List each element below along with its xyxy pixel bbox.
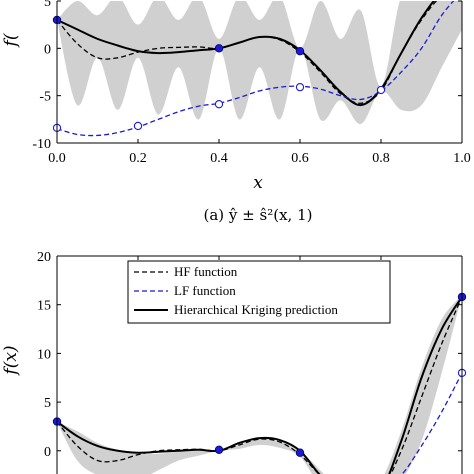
top-caption: (a) ŷ ± ŝ²(x, 1) [204,206,313,224]
top-hf-sample-point-1 [214,44,224,53]
bot-series-line-2 [57,296,462,474]
bot-y-tick-label-1: 5 [44,396,51,411]
legend-label-hk: Hierarchical Kriging prediction [174,302,338,317]
top-x-tick-label-5: 1.0 [453,151,471,166]
bottom-y-axis-label: f(x) [1,345,21,376]
bottom-axes: 0 5 10 15 20 [37,250,463,474]
top-y-axis-label: f( [1,33,21,48]
top-y-tick-label-1: -5 [39,90,51,105]
top-lf-sample-point-2 [214,100,224,109]
top-series-lines [57,1,455,137]
top-y-tick-label-2: 0 [44,42,51,57]
top-series-line-2 [57,1,455,137]
legend-label-lf: LF function [174,283,236,298]
top-band-area [57,1,462,125]
top-lf-sample-point-4 [376,85,386,95]
legend-label-hf: HF function [174,264,238,279]
top-x-tick-label-1: 0.2 [129,151,147,166]
top-x-tick-label-3: 0.6 [291,151,309,166]
top-x-tick-label-2: 0.4 [210,151,228,166]
bot-y-tick-label-0: 0 [44,445,51,460]
bot-y-tick-label-3: 15 [37,299,51,314]
top-chart-panel: -10 -5 0 5 0.0 0.2 0.4 0.6 0.8 1.0 f( x (a) ŷ ± ŝ… [1,0,471,224]
bot-series-line-0 [57,296,462,474]
bottom-uncertainty-band [57,294,462,474]
top-y-tick-label-3: 5 [44,0,51,10]
legend-box [127,260,391,324]
bot-hf-sample-point-1 [214,445,224,455]
bot-hf-sample-point-2 [295,448,305,457]
top-uncertainty-band [57,1,462,125]
bot-band-area [57,294,462,474]
bot-y-tick-label-4: 20 [37,250,51,265]
top-lf-sample-point-3 [295,82,305,92]
top-y-tick-label-0: -10 [32,137,51,152]
top-x-axis-label: x [253,173,263,193]
bottom-chart-panel: 0 5 10 15 20 f(x) HF function LF function Hi… [1,250,467,474]
bot-y-tick-label-2: 10 [37,347,51,362]
top-lf-sample-point-1 [133,121,143,131]
bottom-series-lines [57,296,462,474]
top-x-tick-label-4: 0.8 [372,151,390,166]
top-axes: -10 -5 0 5 0.0 0.2 0.4 0.6 0.8 1.0 [32,0,470,166]
top-x-tick-label-0: 0.0 [48,151,66,166]
top-series-line-1 [57,1,436,107]
top-hf-sample-point-2 [295,46,305,56]
bottom-legend: HF function LF function Hierarchical Kri… [127,260,391,324]
